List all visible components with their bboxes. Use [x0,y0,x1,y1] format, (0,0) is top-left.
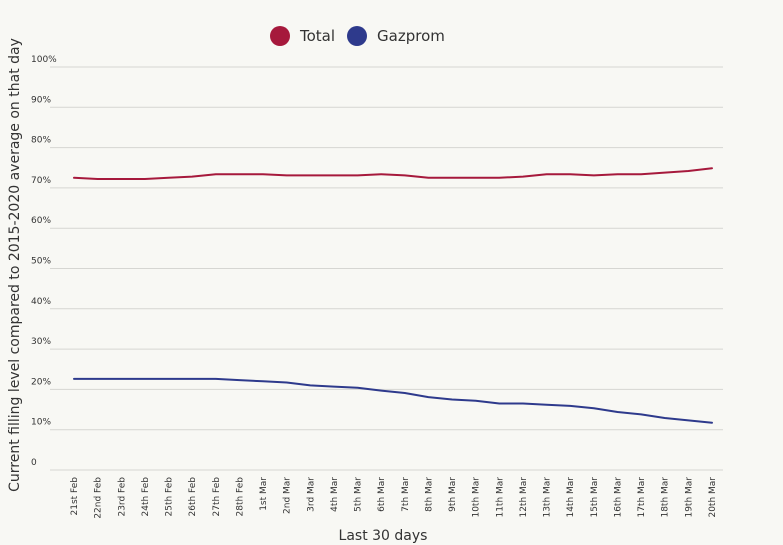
x-tick-label: 21st Feb [70,477,80,516]
y-tick-label: 10% [31,418,51,428]
x-tick-label: 23rd Feb [117,477,127,517]
x-tick-label: 22nd Feb [94,477,104,519]
x-tick-label: 11th Mar [495,477,505,518]
legend-item-gazprom[interactable]: Gazprom [347,26,445,46]
legend-swatch-total [270,26,290,46]
y-tick-label: 70% [31,176,51,186]
x-tick-label: 2nd Mar [283,477,293,514]
series-line-total [73,167,713,180]
x-tick-label: 12th Mar [519,477,529,518]
x-tick-label: 9th Mar [448,477,458,512]
x-tick-label: 10th Mar [472,477,482,518]
y-tick-label: 0 [31,458,37,468]
x-tick-label: 26th Feb [188,477,198,517]
x-tick-label: 28th Feb [235,477,245,517]
legend-item-total[interactable]: Total [270,26,335,46]
legend-label-total: Total [300,27,336,45]
legend-label-gazprom: Gazprom [377,27,445,45]
x-axis-label: Last 30 days [338,528,428,544]
y-tick-label: 40% [31,297,51,307]
legend-swatch-gazprom [347,26,368,46]
x-tick-label: 17th Mar [637,477,647,518]
x-tick-label: 3rd Mar [306,477,316,512]
x-tick-label: 15th Mar [590,477,600,518]
x-tick-label: 25th Feb [165,477,175,517]
x-tick-label: 24th Feb [141,477,151,517]
x-tick-label: 1st Mar [259,477,269,511]
x-tick-label: 16th Mar [613,477,623,518]
x-tick-label: 27th Feb [212,477,222,517]
x-tick-label: 8th Mar [424,477,434,512]
x-tick-label: 13th Mar [543,477,553,518]
y-tick-label: 30% [31,337,51,347]
x-tick-label: 19th Mar [684,477,694,518]
x-tick-label: 5th Mar [354,477,364,512]
y-tick-label: 90% [31,95,51,105]
y-tick-label: 60% [31,216,51,226]
legend: Total Gazprom [270,26,445,46]
x-tick-label: 4th Mar [330,477,340,512]
y-tick-label: 80% [31,136,51,146]
y-tick-label: 100% [31,55,57,65]
y-tick-label: 20% [31,377,51,387]
series-line-gazprom [73,377,713,424]
x-tick-label: 7th Mar [401,477,411,512]
x-tick-label: 18th Mar [661,477,671,518]
x-tick-label: 20th Mar [708,477,718,518]
y-tick-label: 50% [31,257,51,267]
x-tick-label: 14th Mar [566,477,576,518]
x-tick-label: 6th Mar [377,477,387,512]
